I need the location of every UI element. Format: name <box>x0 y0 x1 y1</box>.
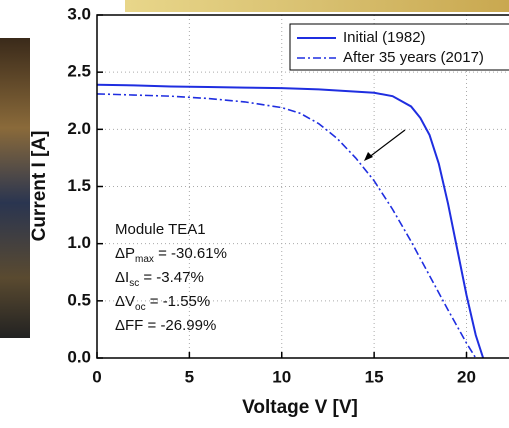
annotation-text: ΔP <box>115 245 135 262</box>
legend: Initial (1982) After 35 years (2017) <box>289 23 509 71</box>
annotation-subscript: max <box>135 254 154 265</box>
y-tick-label: 0.5 <box>67 290 91 309</box>
annotation-text: ΔI <box>115 269 129 286</box>
legend-label: After 35 years (2017) <box>343 49 484 66</box>
annotation-text: = -3.47% <box>139 269 204 286</box>
y-axis-label: Current I [A] <box>29 131 50 242</box>
x-axis-label: Voltage V [V] <box>242 397 358 418</box>
annotation: ΔPmax = -30.61% <box>115 245 227 265</box>
legend-label: Initial (1982) <box>343 29 426 46</box>
x-tick-label: 5 <box>185 367 194 386</box>
annotation-text: ΔV <box>115 293 135 310</box>
arrow <box>367 129 406 159</box>
x-tick-label: 20 <box>457 367 476 386</box>
annotation-text: = -30.61% <box>154 245 227 262</box>
legend-box <box>289 23 509 71</box>
x-tick-label: 10 <box>272 367 291 386</box>
annotation: ΔFF = -26.99% <box>115 317 216 334</box>
annotation-text: Module TEA1 <box>115 221 206 238</box>
y-tick-label: 1.0 <box>67 233 91 252</box>
series-line <box>96 83 485 359</box>
y-tick-label: 2.0 <box>67 119 91 138</box>
annotation-text: = -1.55% <box>146 293 211 310</box>
arrow-head <box>364 152 373 161</box>
x-tick-label: 0 <box>92 367 101 386</box>
annotation: ΔVoc = -1.55% <box>115 293 210 313</box>
y-tick-label: 3.0 <box>67 4 91 23</box>
photo-strip <box>125 0 509 12</box>
y-tick-label: 0.0 <box>67 347 91 366</box>
annotation: Module TEA1 <box>115 221 206 238</box>
annotation-text: ΔFF = -26.99% <box>115 317 216 334</box>
y-tick-label: 2.5 <box>67 62 91 81</box>
series-line <box>96 93 477 359</box>
x-tick-label: 15 <box>365 367 384 386</box>
annotation: ΔIsc = -3.47% <box>115 269 204 289</box>
annotation-subscript: oc <box>135 302 146 313</box>
photo-strip <box>0 38 30 338</box>
y-tick-label: 1.5 <box>67 176 91 195</box>
annotation-subscript: sc <box>129 278 139 289</box>
